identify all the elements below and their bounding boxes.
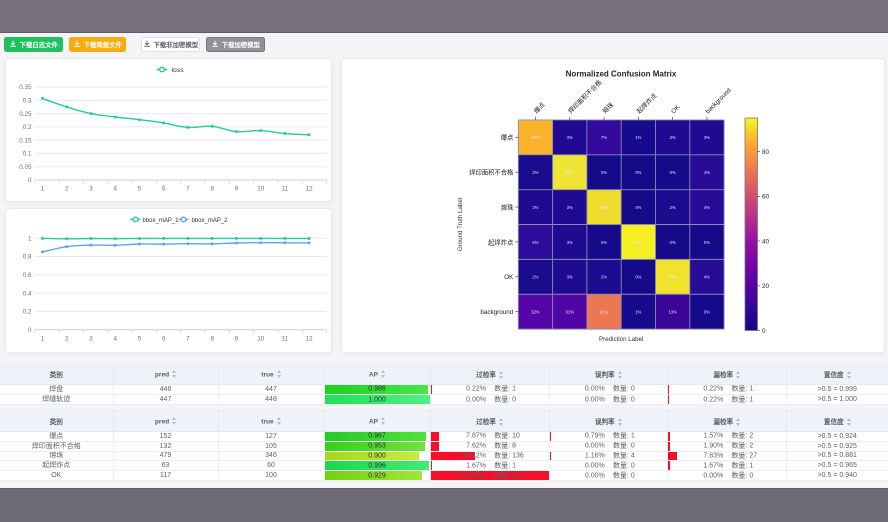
svg-text:0%: 0% (601, 170, 607, 175)
svg-text:0.05: 0.05 (19, 164, 32, 171)
svg-text:1: 1 (27, 235, 31, 242)
svg-text:爆点: 爆点 (532, 100, 547, 115)
svg-text:0%: 0% (704, 309, 710, 314)
svg-text:Prediction Label: Prediction Label (599, 336, 643, 343)
svg-text:3: 3 (89, 336, 93, 343)
svg-text:7%: 7% (601, 135, 607, 140)
svg-text:bbox_mAP_1: bbox_mAP_1 (142, 218, 179, 224)
svg-text:0.35: 0.35 (19, 84, 32, 91)
svg-text:8: 8 (210, 186, 214, 193)
svg-text:4: 4 (113, 186, 117, 193)
svg-text:61%: 61% (600, 309, 609, 314)
svg-text:0.4: 0.4 (22, 290, 31, 297)
svg-text:焊印面积不合格: 焊印面积不合格 (469, 168, 514, 177)
svg-text:11: 11 (281, 336, 288, 343)
svg-text:起焊炸点: 起焊炸点 (634, 91, 658, 115)
svg-text:6%: 6% (532, 240, 538, 245)
svg-text:6: 6 (161, 336, 165, 343)
svg-text:爆点: 爆点 (501, 133, 514, 142)
svg-text:0.6: 0.6 (22, 272, 31, 279)
svg-text:0: 0 (27, 327, 31, 334)
svg-text:9: 9 (234, 336, 238, 343)
svg-text:OK: OK (504, 274, 514, 281)
svg-text:4: 4 (113, 336, 117, 343)
svg-text:3%: 3% (532, 205, 538, 210)
svg-text:0.25: 0.25 (19, 111, 32, 118)
svg-text:6: 6 (161, 186, 165, 193)
svg-text:2: 2 (64, 336, 68, 343)
svg-text:89%: 89% (668, 275, 677, 280)
svg-text:4%: 4% (704, 170, 710, 175)
svg-text:4%: 4% (704, 275, 710, 280)
svg-text:2: 2 (64, 186, 68, 193)
svg-text:9: 9 (234, 186, 238, 193)
svg-text:90%: 90% (600, 205, 609, 210)
svg-text:0.3: 0.3 (22, 98, 31, 105)
svg-text:1: 1 (40, 186, 44, 193)
svg-text:1: 1 (40, 336, 44, 343)
svg-text:20: 20 (762, 283, 770, 290)
svg-text:0: 0 (762, 328, 766, 335)
svg-text:13%: 13% (668, 309, 677, 314)
svg-text:1%: 1% (635, 135, 641, 140)
svg-text:0.2: 0.2 (22, 124, 31, 131)
svg-text:10: 10 (257, 186, 265, 193)
svg-text:0%: 0% (670, 170, 676, 175)
svg-text:60: 60 (762, 194, 770, 201)
svg-text:0%: 0% (635, 170, 641, 175)
svg-text:background: background (704, 87, 733, 116)
svg-text:32%: 32% (531, 309, 540, 314)
svg-text:0%: 0% (704, 240, 710, 245)
svg-text:0%: 0% (635, 275, 641, 280)
svg-text:3%: 3% (567, 275, 573, 280)
svg-text:loss: loss (171, 67, 184, 74)
svg-text:2%: 2% (532, 275, 538, 280)
svg-text:0.2: 0.2 (22, 309, 31, 316)
svg-text:10: 10 (257, 336, 265, 343)
svg-text:0.8: 0.8 (22, 254, 31, 261)
svg-text:background: background (480, 309, 513, 316)
svg-text:OK: OK (670, 103, 682, 115)
svg-text:31%: 31% (566, 309, 575, 314)
svg-text:Normalized Confusion Matrix: Normalized Confusion Matrix (566, 70, 677, 79)
svg-text:5: 5 (137, 336, 141, 343)
svg-text:40: 40 (762, 238, 770, 245)
svg-text:93%: 93% (566, 170, 575, 175)
svg-text:12: 12 (305, 186, 313, 193)
svg-text:熔珠: 熔珠 (600, 100, 616, 116)
svg-text:1%: 1% (635, 309, 641, 314)
svg-text:0.1: 0.1 (22, 151, 31, 158)
svg-text:3: 3 (89, 186, 93, 193)
svg-text:2%: 2% (532, 170, 538, 175)
svg-text:0%: 0% (601, 240, 607, 245)
svg-text:3%: 3% (670, 135, 676, 140)
svg-text:83%: 83% (531, 135, 540, 140)
svg-text:2%: 2% (601, 275, 607, 280)
svg-text:7: 7 (186, 186, 190, 193)
svg-text:12: 12 (305, 336, 313, 343)
svg-text:焊印面积不合格: 焊印面积不合格 (566, 77, 604, 115)
svg-text:2%: 2% (670, 205, 676, 210)
svg-text:5: 5 (137, 186, 141, 193)
svg-text:11: 11 (281, 186, 288, 193)
svg-text:3%: 3% (567, 240, 573, 245)
svg-text:熔珠: 熔珠 (501, 202, 514, 211)
svg-text:80: 80 (762, 149, 770, 156)
svg-text:3%: 3% (704, 135, 710, 140)
svg-text:Ground Truth Label: Ground Truth Label (457, 198, 464, 251)
svg-text:起焊炸点: 起焊炸点 (488, 237, 513, 246)
svg-text:3%: 3% (567, 205, 573, 210)
svg-text:4%: 4% (704, 205, 710, 210)
svg-text:0%: 0% (670, 240, 676, 245)
svg-text:7: 7 (186, 336, 190, 343)
svg-text:0%: 0% (635, 205, 641, 210)
svg-text:8: 8 (210, 336, 214, 343)
svg-text:0: 0 (27, 177, 31, 184)
svg-text:0.15: 0.15 (19, 137, 32, 144)
svg-text:93%: 93% (634, 240, 643, 245)
svg-text:3%: 3% (567, 135, 573, 140)
svg-text:bbox_mAP_2: bbox_mAP_2 (191, 218, 228, 224)
